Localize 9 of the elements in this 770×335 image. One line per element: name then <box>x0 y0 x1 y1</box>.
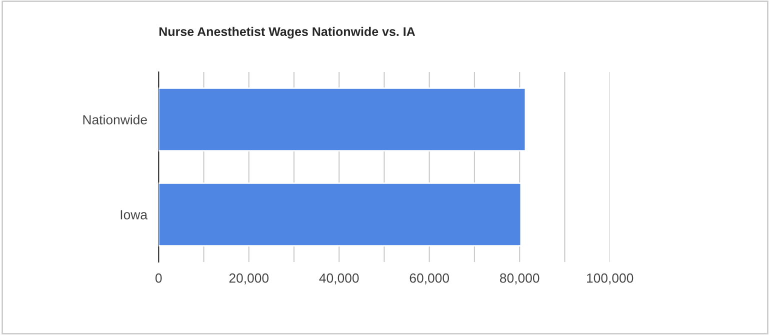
chart-title: Nurse Anesthetist Wages Nationwide vs. IA <box>159 26 416 39</box>
x-tick-label: 80,000 <box>500 273 540 284</box>
x-tick-label: 40,000 <box>319 273 359 284</box>
x-tick-label: 100,000 <box>587 273 634 284</box>
x-tick-label: 0 <box>155 273 162 283</box>
y-tick-label: Iowa <box>120 210 148 220</box>
x-tick-label: 60,000 <box>410 273 450 284</box>
y-tick-label: Nationwide <box>83 114 147 124</box>
x-tick-label: 20,000 <box>229 273 269 284</box>
